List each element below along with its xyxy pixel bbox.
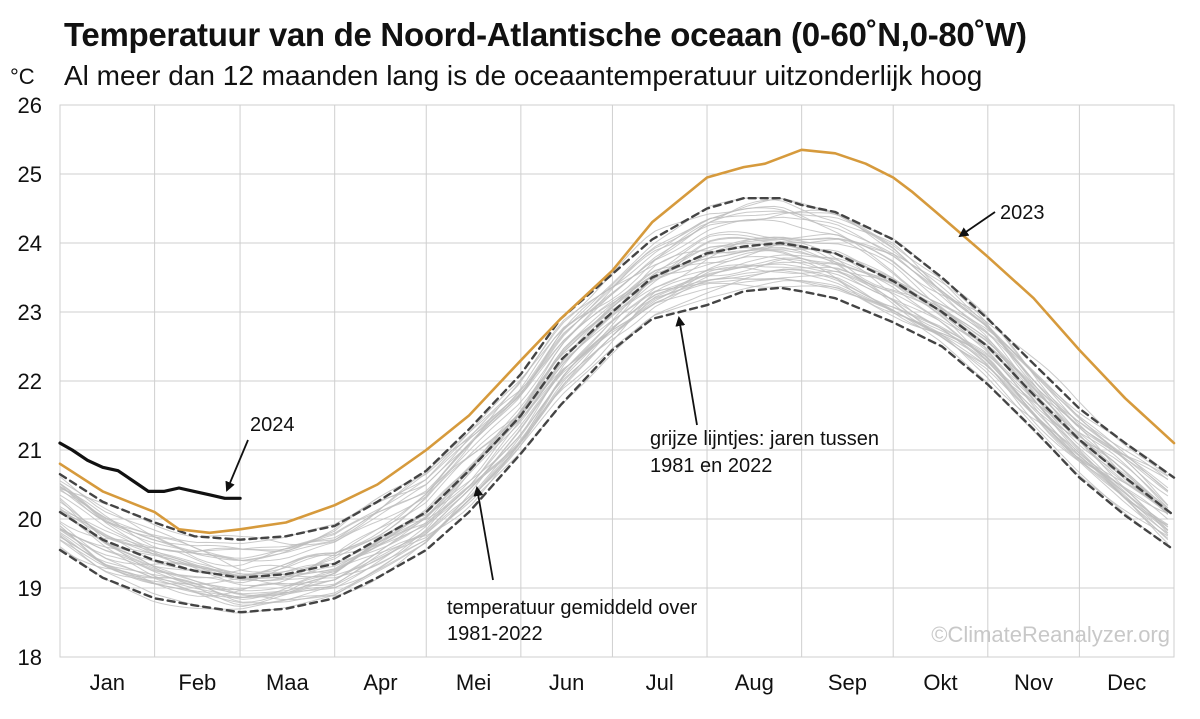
y-tick-label: 26	[18, 93, 42, 118]
historical-year-line	[59, 236, 1169, 582]
historical-year-line	[59, 244, 1169, 579]
series-upper-band-line	[58, 197, 1176, 541]
x-tick-label: Maa	[266, 670, 310, 695]
historical-year-line	[59, 236, 1169, 587]
annotation-grey-lines-arrow	[675, 316, 698, 426]
historical-year-line	[59, 282, 1169, 606]
x-tick-label: Aug	[735, 670, 774, 695]
historical-years-lines	[59, 197, 1169, 614]
historical-year-line	[59, 197, 1169, 544]
y-tick-label: 18	[18, 645, 42, 670]
historical-year-line	[59, 268, 1169, 610]
historical-year-line	[59, 279, 1169, 614]
x-tick-label: Dec	[1107, 670, 1146, 695]
series-lines	[58, 148, 1176, 614]
historical-year-line	[59, 207, 1169, 551]
historical-year-line	[59, 209, 1169, 567]
historical-year-line	[59, 278, 1169, 604]
y-tick-label: 23	[18, 300, 42, 325]
grid	[59, 104, 1175, 658]
axes: 18 19 20 21 22 23 24 25 26 Jan Feb Maa Apr Mei Jun Jul A…	[18, 93, 1147, 695]
annotation-mean-1: temperatuur gemiddeld over	[447, 597, 697, 619]
x-tick-label: Nov	[1014, 670, 1053, 695]
historical-year-line	[59, 245, 1169, 581]
annotation-mean-2: 1981-2022	[447, 623, 543, 645]
x-tick-label: Sep	[828, 670, 867, 695]
annotation-2023: 2023	[1000, 202, 1045, 224]
historical-year-line	[59, 275, 1169, 608]
x-tick-label: Mei	[456, 670, 491, 695]
annotation-2023-arrow	[958, 211, 996, 238]
annotation-2024: 2024	[250, 414, 295, 436]
x-tick-label: Jan	[90, 670, 125, 695]
x-tick-label: Apr	[363, 670, 397, 695]
y-tick-label: 22	[18, 369, 42, 394]
series-lower-band-line	[58, 286, 1176, 614]
y-tick-label: 25	[18, 162, 42, 187]
historical-year-line	[59, 266, 1169, 603]
annotations: 2024 2023 grijze lijntjes: jaren tussen …	[225, 202, 1170, 647]
annotation-grey-lines-1: grijze lijntjes: jaren tussen	[650, 428, 879, 450]
x-tick-label: Jul	[646, 670, 674, 695]
x-tick-label: Jun	[549, 670, 584, 695]
y-tick-label: 21	[18, 438, 42, 463]
historical-year-line	[59, 246, 1169, 580]
x-tick-label: Feb	[178, 670, 216, 695]
y-tick-label: 24	[18, 231, 42, 256]
historical-year-line	[59, 263, 1169, 595]
historical-year-line	[59, 211, 1169, 559]
series-2023-line	[58, 148, 1176, 535]
chart-subtitle: Al meer dan 12 maanden lang is de oceaan…	[64, 60, 983, 91]
annotation-mean-arrow	[473, 486, 494, 581]
series-2024-line	[58, 441, 242, 500]
x-tick-label: Okt	[923, 670, 957, 695]
annotation-2024-arrow	[225, 439, 249, 492]
historical-year-line	[59, 277, 1169, 601]
historical-year-line	[59, 236, 1169, 577]
chart-title: Temperatuur van de Noord-Atlantische oce…	[64, 16, 1027, 53]
credit-watermark: ©ClimateReanalyzer.org	[931, 622, 1170, 647]
y-tick-label: 20	[18, 507, 42, 532]
historical-year-line	[59, 210, 1169, 561]
y-tick-label: 19	[18, 576, 42, 601]
annotation-grey-lines-2: 1981 en 2022	[650, 455, 772, 477]
historical-year-line	[59, 249, 1169, 578]
historical-year-line	[59, 241, 1169, 575]
series-mean-line	[58, 241, 1176, 579]
y-axis-unit: °C	[10, 64, 35, 89]
historical-year-line	[59, 242, 1169, 585]
historical-year-line	[59, 258, 1169, 597]
